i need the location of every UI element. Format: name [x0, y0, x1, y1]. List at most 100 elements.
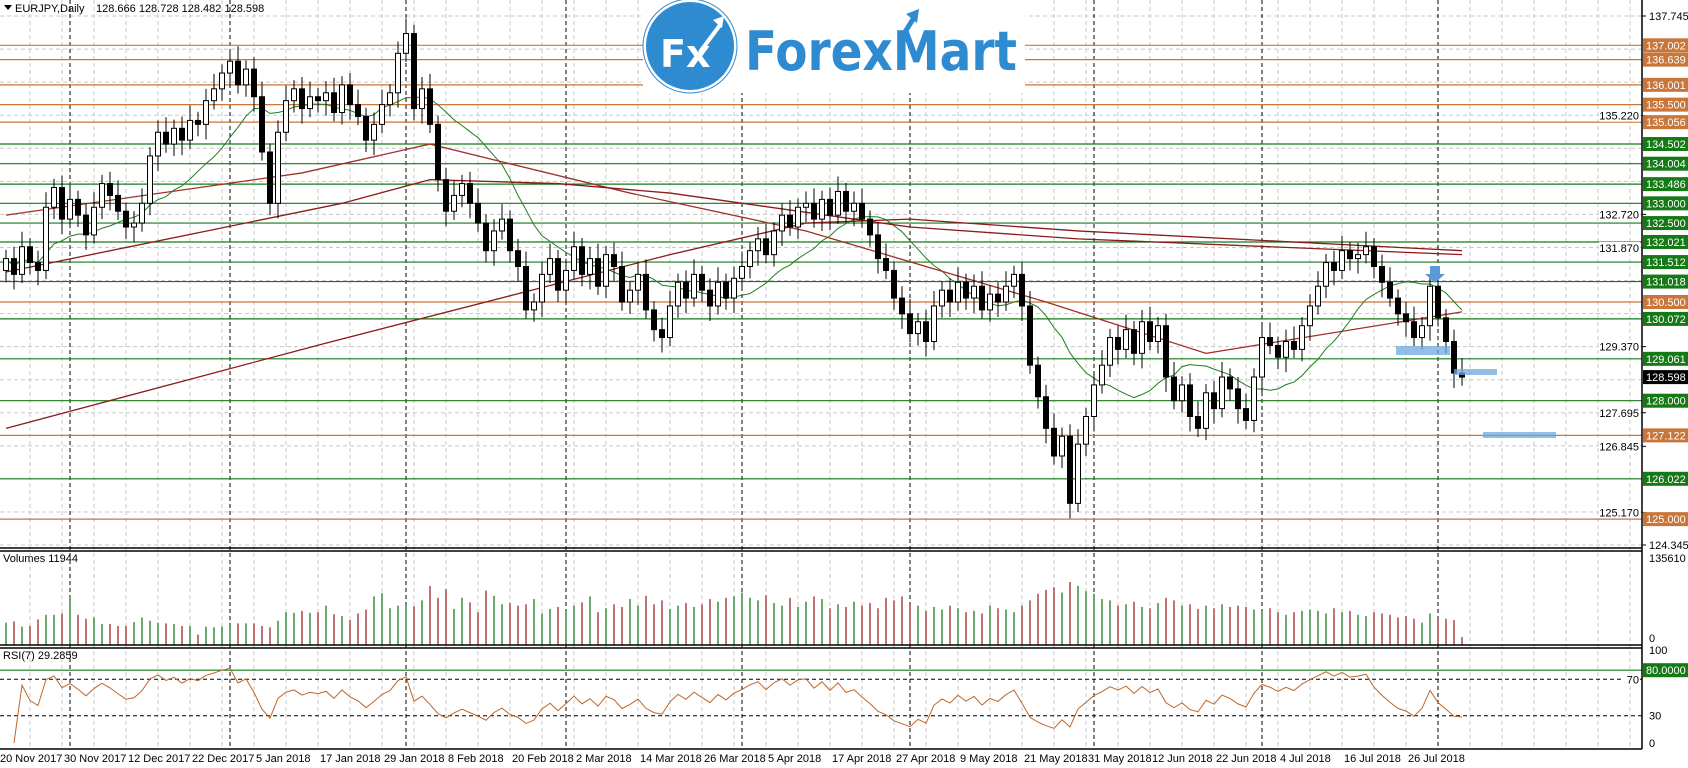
bull-candle-body — [491, 230, 497, 252]
bear-candle-body — [811, 202, 817, 220]
bull-candle-body — [1259, 337, 1265, 378]
bear-candle-body — [867, 218, 873, 236]
dropdown-triangle-icon[interactable] — [4, 5, 12, 10]
bear-candle-body — [483, 222, 489, 252]
candle — [411, 24, 417, 121]
bull-candle-body — [1075, 443, 1081, 504]
price-axis[interactable]: 137.745 135.220 132.720 131.870 129.370 127.6… — [1599, 11, 1688, 552]
bull-candle-body — [227, 60, 233, 74]
candle — [1171, 362, 1177, 410]
level-price-badge — [1643, 512, 1688, 527]
candle — [315, 88, 321, 113]
bear-candle-body — [683, 281, 689, 299]
bear-candle-body — [443, 179, 449, 212]
candle — [947, 278, 953, 318]
candle — [1003, 271, 1009, 311]
bear-candle-body — [1451, 340, 1457, 374]
bear-candle-body — [1275, 344, 1281, 358]
date-label: 27 Apr 2018 — [896, 753, 955, 765]
price-tick-label-bg — [1599, 241, 1640, 254]
bear-candle-body — [1435, 285, 1441, 319]
level-price-label: 136.639 — [1646, 55, 1686, 67]
bull-candle-body — [939, 289, 945, 307]
candles — [3, 18, 1465, 519]
candle — [163, 117, 169, 153]
candle — [739, 251, 745, 288]
bear-candle-body — [659, 329, 665, 339]
bull-candle-body — [1283, 340, 1289, 358]
bull-candle-body — [387, 92, 393, 106]
price-tick-label: 131.870 — [1599, 243, 1639, 255]
date-label: 2 Mar 2018 — [576, 753, 632, 765]
candle — [427, 73, 433, 134]
candle — [715, 267, 721, 315]
candle — [307, 81, 313, 118]
bull-candle-body — [171, 127, 177, 145]
candle — [387, 84, 393, 117]
bull-candle-body — [1139, 321, 1145, 354]
bear-candle-body — [299, 88, 305, 110]
candle — [187, 105, 193, 149]
date-label: 14 Mar 2018 — [640, 753, 702, 765]
candle — [227, 49, 233, 89]
candle — [1435, 271, 1441, 327]
bull-candle-body — [1307, 305, 1313, 327]
bull-candle-body — [1355, 254, 1361, 260]
bear-candle-body — [1171, 376, 1177, 402]
level-price-badge — [1643, 137, 1688, 152]
bull-candle-body — [395, 52, 401, 94]
level-price-badge — [1643, 393, 1688, 408]
date-label: 22 Dec 2017 — [192, 753, 254, 765]
candle — [979, 271, 985, 319]
bull-candle-body — [339, 84, 345, 114]
bull-candle-body — [531, 301, 537, 311]
bull-candle-body — [563, 269, 569, 291]
candle — [1283, 329, 1289, 373]
candle — [443, 167, 449, 227]
bull-candle-body — [371, 123, 377, 141]
rsi-level-badge — [1643, 663, 1688, 678]
candle — [755, 227, 761, 266]
level-price-badge — [1643, 234, 1688, 249]
bear-candle-body — [355, 104, 361, 117]
bear-candle-body — [1331, 262, 1337, 271]
time-axis[interactable]: 20 Nov 2017 30 Nov 2017 12 Dec 2017 22 Dec … — [0, 753, 1465, 765]
date-label: 5 Apr 2018 — [768, 753, 821, 765]
bear-candle-body — [1411, 321, 1417, 339]
date-label: 26 Mar 2018 — [704, 753, 766, 765]
bear-candle-body — [435, 123, 441, 181]
candle — [691, 259, 697, 307]
candle — [627, 281, 633, 314]
date-label: 20 Feb 2018 — [512, 753, 574, 765]
candle — [211, 73, 217, 110]
candle — [1131, 320, 1137, 366]
candle — [451, 180, 457, 220]
candle — [1099, 350, 1105, 394]
bull-candle-body — [795, 206, 801, 228]
candle — [963, 273, 969, 310]
candle — [1427, 274, 1433, 341]
candle — [11, 246, 17, 290]
level-price-badge — [1643, 52, 1688, 67]
candle — [491, 219, 497, 266]
bear-candle-body — [963, 281, 969, 299]
date-label: 30 Nov 2017 — [64, 753, 126, 765]
candle — [91, 192, 97, 244]
candle — [1059, 427, 1065, 468]
price-tick-label: 135.220 — [1599, 111, 1639, 123]
candle — [1019, 262, 1025, 321]
date-label: 12 Dec 2017 — [128, 753, 190, 765]
level-price-badge — [1643, 115, 1688, 130]
bear-candle-body — [331, 92, 337, 114]
bull-candle-body — [219, 72, 225, 90]
candle — [1355, 242, 1361, 274]
arrow-up-icon — [713, 16, 724, 28]
bear-candle-body — [27, 246, 33, 264]
bear-candle-body — [1443, 317, 1449, 342]
volume-zero-label: 0 — [1649, 633, 1655, 645]
price-tick-label: 124.345 — [1649, 540, 1688, 552]
bear-candle-body — [875, 234, 881, 260]
candle — [619, 251, 625, 311]
candle — [475, 188, 481, 232]
